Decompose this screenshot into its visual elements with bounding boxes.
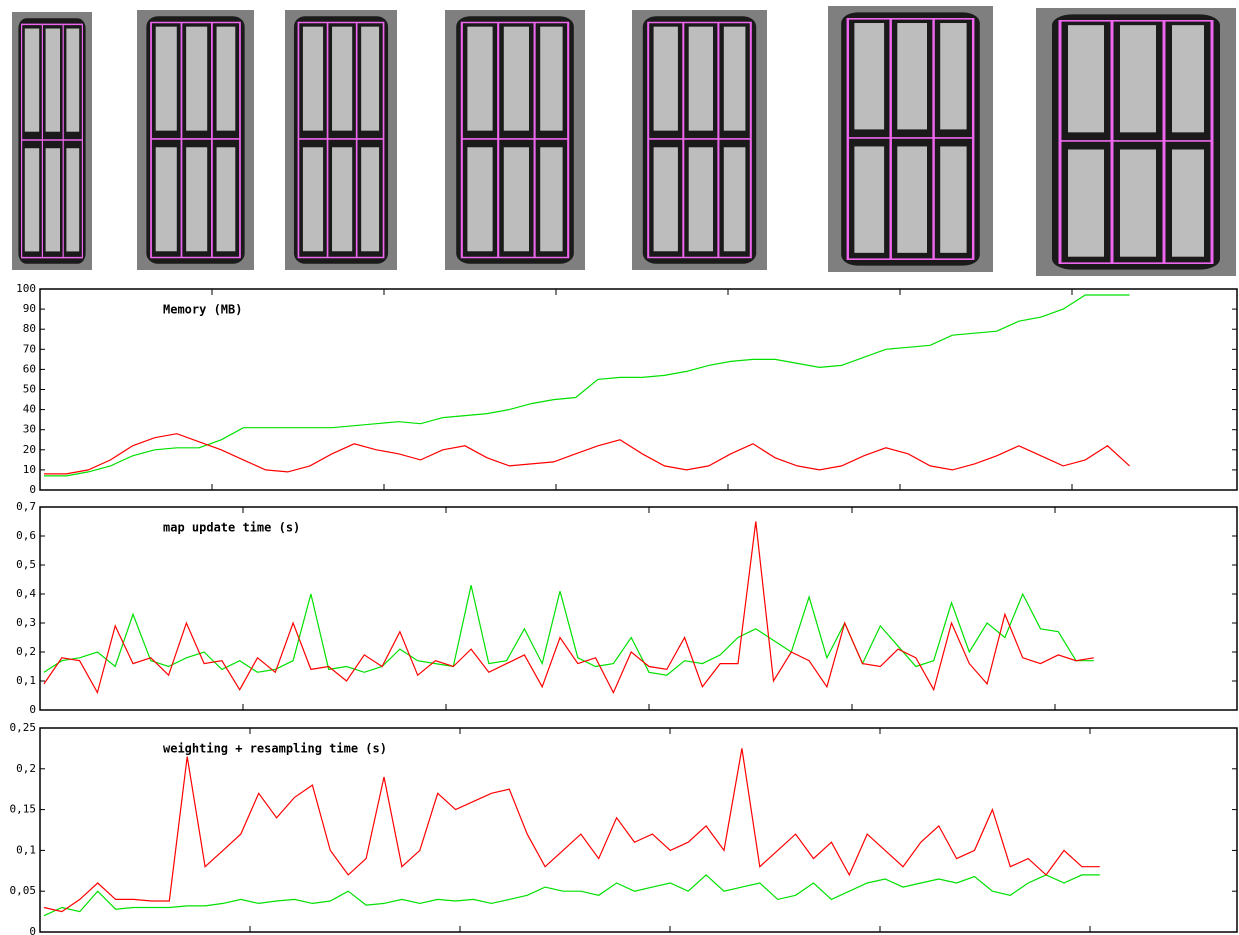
y-tick-label: 60 bbox=[23, 362, 36, 375]
y-tick-label: 0,6 bbox=[16, 529, 36, 542]
chart: 0 0,1 0,2 0,3 0,4 0,5 0,6 0,7 map update time (s… bbox=[16, 500, 1237, 716]
y-tick-label: 0,3 bbox=[16, 616, 36, 629]
y-tick-label: 0 bbox=[29, 925, 36, 935]
plot-frame bbox=[40, 507, 1237, 710]
series-line bbox=[44, 585, 1094, 675]
y-tick-label: 80 bbox=[23, 322, 36, 335]
chart: 0 10 20 30 40 50 60 70 80 90 100 Memory (MB) bbox=[16, 282, 1237, 496]
chart-title: weighting + resampling time (s) bbox=[163, 742, 387, 756]
y-tick-label: 0 bbox=[29, 483, 36, 496]
y-tick-label: 0,1 bbox=[16, 674, 36, 687]
series-line bbox=[44, 875, 1100, 916]
y-tick-label: 30 bbox=[23, 423, 36, 436]
map-image bbox=[828, 6, 993, 272]
y-tick-label: 0,25 bbox=[10, 721, 37, 734]
chart-title: map update time (s) bbox=[163, 521, 300, 535]
series-line bbox=[44, 434, 1130, 474]
series-line bbox=[44, 295, 1130, 476]
map-image bbox=[285, 10, 397, 270]
y-tick-label: 50 bbox=[23, 383, 36, 396]
map-image bbox=[445, 10, 585, 270]
y-tick-label: 0,4 bbox=[16, 587, 36, 600]
map-image bbox=[12, 12, 92, 270]
y-tick-label: 20 bbox=[23, 443, 36, 456]
y-tick-label: 0,7 bbox=[16, 500, 36, 513]
y-tick-label: 0,15 bbox=[10, 803, 37, 816]
y-tick-label: 0,05 bbox=[10, 884, 37, 897]
map-image bbox=[632, 10, 767, 270]
y-tick-label: 0 bbox=[29, 703, 36, 716]
y-tick-label: 40 bbox=[23, 403, 36, 416]
chart: 0 0,05 0,1 0,15 0,2 0,25 weighting + resamplin… bbox=[10, 721, 1238, 935]
plot-frame bbox=[40, 289, 1237, 490]
y-tick-label: 0,5 bbox=[16, 558, 36, 571]
y-tick-label: 0,1 bbox=[16, 843, 36, 856]
map-snapshots bbox=[12, 6, 1236, 276]
y-tick-label: 10 bbox=[23, 463, 36, 476]
map-image bbox=[1036, 8, 1236, 276]
y-tick-label: 70 bbox=[23, 342, 36, 355]
y-tick-label: 0,2 bbox=[16, 645, 36, 658]
plot-frame bbox=[40, 728, 1237, 932]
series-line bbox=[44, 522, 1094, 693]
series-line bbox=[44, 748, 1100, 911]
y-tick-label: 0,2 bbox=[16, 762, 36, 775]
chart-title: Memory (MB) bbox=[163, 303, 242, 317]
y-tick-label: 100 bbox=[16, 282, 36, 295]
y-tick-label: 90 bbox=[23, 302, 36, 315]
map-image bbox=[137, 10, 254, 270]
figure: 0 10 20 30 40 50 60 70 80 90 100 Memory (MB) 0 0,1 0,2… bbox=[0, 0, 1239, 935]
